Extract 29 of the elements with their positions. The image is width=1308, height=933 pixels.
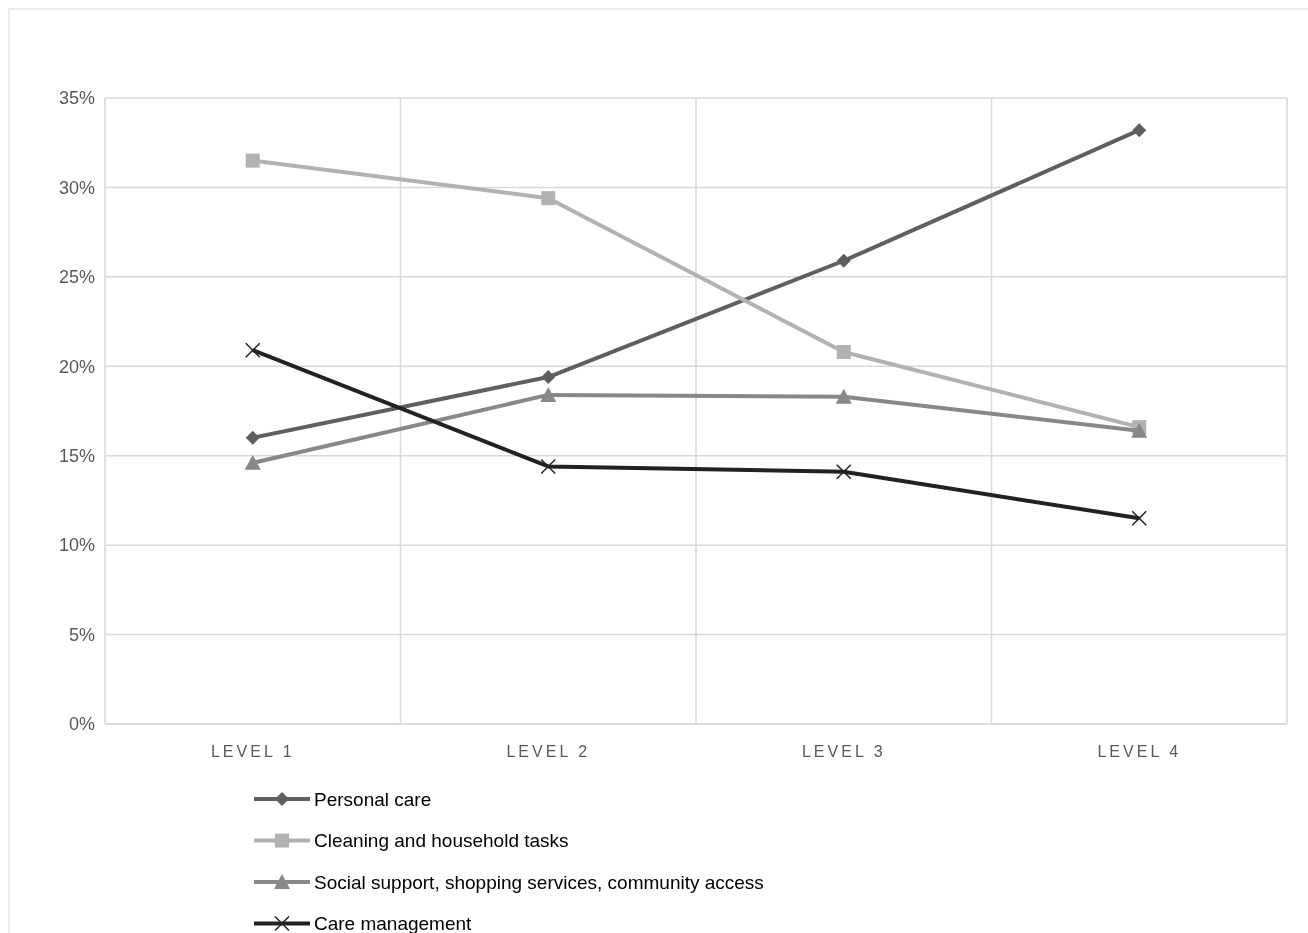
x-tick-label: LEVEL 1 bbox=[210, 743, 295, 760]
y-tick-label: 15% bbox=[58, 446, 95, 467]
point bbox=[245, 153, 260, 168]
point bbox=[245, 430, 260, 445]
point bbox=[244, 454, 261, 470]
x-tick-label: LEVEL 2 bbox=[506, 743, 591, 760]
y-tick-label: 5% bbox=[68, 624, 95, 645]
y-tick-label: 30% bbox=[58, 177, 95, 198]
legend-label: Social support, shopping services, community access bbox=[314, 871, 764, 893]
point bbox=[836, 253, 851, 268]
point bbox=[1132, 123, 1147, 138]
point bbox=[836, 344, 851, 359]
legend-label: Personal care bbox=[314, 788, 432, 810]
y-tick-label: 0% bbox=[68, 714, 95, 735]
y-tick-label: 25% bbox=[58, 267, 95, 288]
point bbox=[541, 370, 556, 385]
y-tick-label: 10% bbox=[58, 535, 95, 556]
point bbox=[540, 386, 557, 402]
legend-label: Cleaning and household tasks bbox=[314, 830, 569, 852]
point bbox=[835, 388, 852, 404]
x-tick-label: LEVEL 4 bbox=[1097, 743, 1182, 760]
point bbox=[540, 458, 556, 475]
point bbox=[836, 464, 852, 480]
y-tick-label: 35% bbox=[58, 88, 95, 109]
point bbox=[1131, 510, 1147, 527]
x-tick-label: LEVEL 3 bbox=[801, 743, 886, 760]
point bbox=[245, 342, 261, 358]
y-tick-label: 20% bbox=[58, 356, 95, 377]
point bbox=[541, 191, 556, 206]
